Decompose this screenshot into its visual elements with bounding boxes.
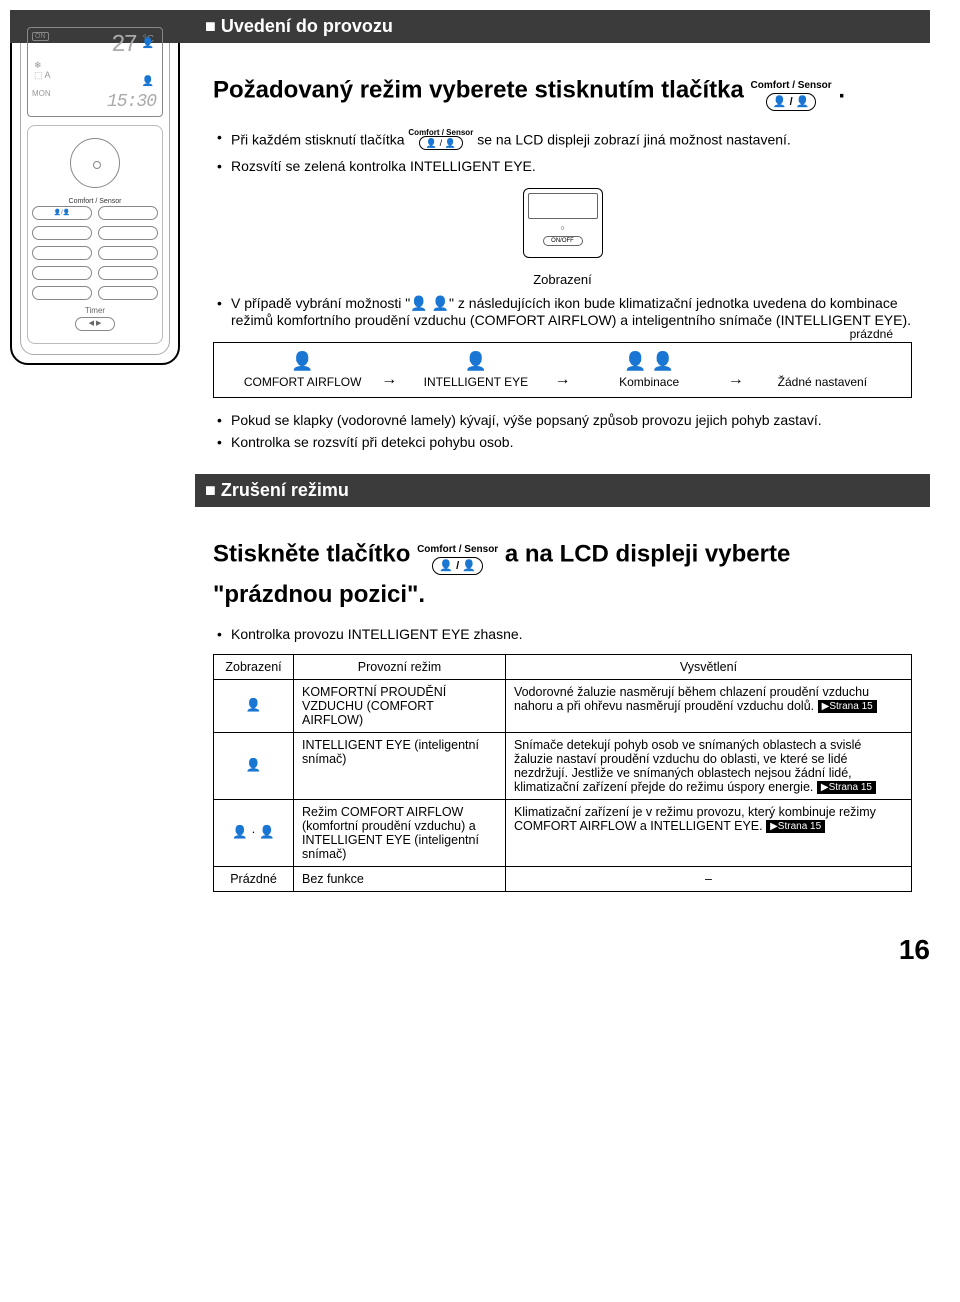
page-reference: Strana 15	[766, 820, 825, 833]
display-label: Zobrazení	[213, 272, 912, 287]
bullet-item: Kontrolka se rozsvítí při detekci pohybu…	[231, 434, 912, 450]
lcd-on-badge: ON	[32, 32, 49, 41]
table-row: 👤 · 👤 Režim COMFORT AIRFLOW (komfortní p…	[214, 799, 912, 866]
section-title-cancel: Zrušení režimu	[195, 474, 930, 507]
instruction-heading: Stiskněte tlačítko Comfort / Sensor 👤 / …	[213, 531, 912, 611]
remote-control-illustration: ON 27 °C 👤 ❄⬚ A 👤 MON 15:30 Comfort / Se…	[10, 10, 180, 910]
mode-icon: 👤	[214, 679, 294, 732]
lcd-mode-icons: ❄⬚ A	[34, 60, 51, 80]
person-wave-icon: 👤	[142, 76, 154, 87]
person-icon: 👤	[142, 38, 154, 49]
mode-explanation: Snímače detekují pohyb osob ve snímaných…	[505, 732, 911, 799]
bullet-item: V případě vybrání možnosti "👤 👤" z násle…	[231, 295, 912, 328]
comfort-airflow-icon: 👤	[224, 351, 381, 371]
table-row: 👤 KOMFORTNÍ PROUDĚNÍ VZDUCHU (COMFORT AI…	[214, 679, 912, 732]
empty-label: prázdné	[850, 327, 893, 341]
page-reference: Strana 15	[817, 781, 876, 794]
arrow-icon: →	[381, 371, 397, 389]
mode-name: KOMFORTNÍ PROUDĚNÍ VZDUCHU (COMFORT AIRF…	[294, 679, 506, 732]
bullet-item: Při každém stisknutí tlačítka Comfort / …	[231, 129, 912, 152]
mode-sequence-bar: prázdné 👤 COMFORT AIRFLOW → 👤 INTELLIGEN…	[213, 342, 912, 398]
comfort-sensor-button: 👤/👤	[32, 206, 92, 220]
main-dial	[70, 138, 120, 188]
mode-explanation: –	[505, 866, 911, 891]
lcd-temperature: 27	[111, 32, 136, 59]
remote-buttons: Comfort / Sensor 👤/👤 Timer ◀ ▶	[27, 125, 163, 344]
intelligent-eye-icon: 👤	[397, 351, 554, 371]
mode-explanation: Klimatizační zařízení je v režimu provoz…	[505, 799, 911, 866]
table-header: Zobrazení	[214, 654, 294, 679]
timer-label: Timer	[32, 306, 158, 315]
comfort-sensor-button-icon: 👤 / 👤	[766, 93, 817, 111]
bullet-item: Kontrolka provozu INTELLIGENT EYE zhasne…	[231, 626, 912, 642]
table-row: Prázdné Bez funkce –	[214, 866, 912, 891]
bullet-item: Rozsvítí se zelená kontrolka INTELLIGENT…	[231, 158, 912, 174]
combination-icon: 👤 👤	[571, 351, 728, 371]
arrow-icon: →	[728, 371, 744, 389]
arrow-icon: →	[555, 371, 571, 389]
comfort-sensor-label: Comfort / Sensor	[32, 198, 158, 205]
blank-button	[98, 206, 158, 220]
table-header: Vysvětlení	[505, 654, 911, 679]
mode-name: Režim COMFORT AIRFLOW (komfortní prouděn…	[294, 799, 506, 866]
mode-name: INTELLIGENT EYE (inteligentní snímač)	[294, 732, 506, 799]
mini-remote-illustration: ○ ON/OFF	[523, 188, 603, 258]
remote-lcd: ON 27 °C 👤 ❄⬚ A 👤 MON 15:30	[27, 27, 163, 117]
lcd-day: MON	[32, 89, 51, 98]
instruction-heading: Požadovaný režim vyberete stisknutím tla…	[213, 67, 912, 115]
table-header: Provozní režim	[294, 654, 506, 679]
page-number: 16	[10, 934, 930, 966]
page-reference: Strana 15	[818, 700, 877, 713]
mode-name: Bez funkce	[294, 866, 506, 891]
mode-icon: 👤	[214, 732, 294, 799]
mode-icon: Prázdné	[214, 866, 294, 891]
table-row: 👤 INTELLIGENT EYE (inteligentní snímač) …	[214, 732, 912, 799]
mode-explanation: Vodorovné žaluzie nasměrují během chlaze…	[505, 679, 911, 732]
comfort-sensor-tag: Comfort / Sensor	[751, 81, 832, 91]
mode-icon: 👤 · 👤	[214, 799, 294, 866]
bullet-item: Pokud se klapky (vodorovné lamely) kývaj…	[231, 412, 912, 428]
modes-table: Zobrazení Provozní režim Vysvětlení 👤 KO…	[213, 654, 912, 892]
lcd-clock: 15:30	[107, 92, 156, 112]
